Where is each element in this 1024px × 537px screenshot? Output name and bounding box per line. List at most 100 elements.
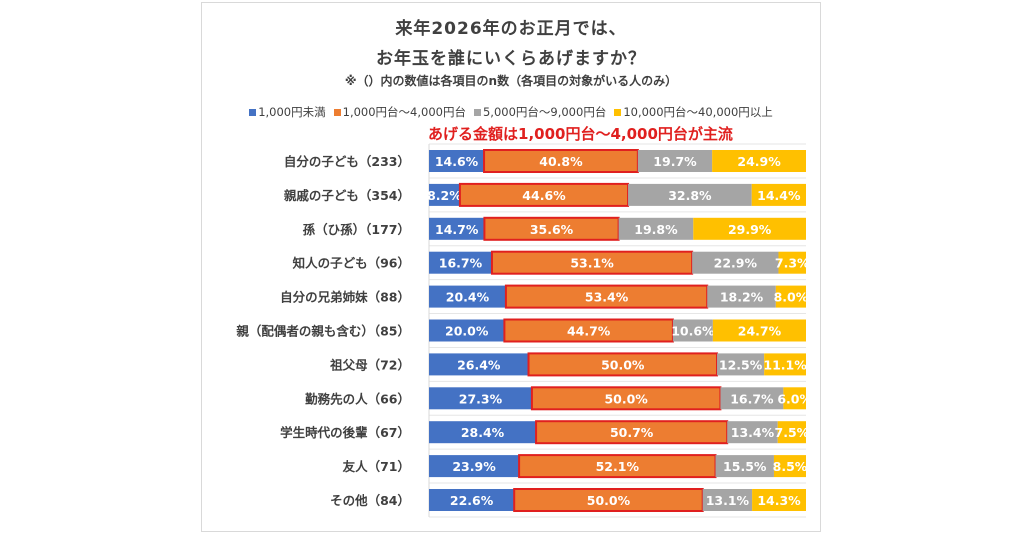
- bar-segment: [672, 319, 713, 342]
- bar-segment: [429, 455, 520, 478]
- data-label: 50.7%: [610, 425, 654, 440]
- data-label: 13.1%: [706, 493, 750, 508]
- category-label: その他（84）: [330, 493, 410, 508]
- data-label: 44.6%: [522, 188, 566, 203]
- bar-segment: [429, 387, 532, 410]
- bar-segment: [707, 285, 776, 308]
- data-label: 8.2%: [427, 188, 462, 203]
- bar-segment: [783, 387, 806, 410]
- legend-label: 1,000円未満: [258, 105, 326, 119]
- chart-title: 来年2026年のお正月では、: [395, 19, 627, 39]
- data-label: 24.7%: [738, 324, 782, 339]
- bar-segment: [717, 353, 765, 376]
- legend-item: 1,000円未満: [249, 104, 326, 120]
- legend: 1,000円未満 1,000円台～4,000円台 5,000円台～9,000円台 10…: [201, 104, 821, 120]
- chart-frame: [201, 2, 821, 532]
- data-label: 29.9%: [728, 222, 772, 237]
- chart-title-line2: お年玉を誰にいくらあげますか？: [376, 49, 646, 69]
- legend-item: 1,000円台～4,000円台: [333, 104, 466, 120]
- data-label: 19.8%: [634, 222, 678, 237]
- data-label: 14.3%: [757, 493, 801, 508]
- data-label: 27.3%: [459, 391, 503, 406]
- data-label: 8.0%: [774, 290, 809, 305]
- bar-segment: [720, 387, 784, 410]
- data-label: 44.7%: [567, 324, 611, 339]
- data-label: 6.0%: [777, 391, 812, 406]
- data-label: 15.5%: [723, 459, 767, 474]
- data-label: 7.3%: [775, 256, 810, 271]
- legend-swatch: [473, 108, 481, 116]
- data-label: 50.0%: [604, 391, 648, 406]
- bar-segment: [429, 183, 460, 206]
- bar-segment: [752, 489, 806, 511]
- data-label: 7.5%: [775, 425, 810, 440]
- bar-segment: [628, 183, 752, 206]
- chart-subtitle: ※（）内の数値は各項目のn数（各項目の対象がいる人のみ）: [344, 74, 678, 88]
- data-label: 12.5%: [719, 357, 763, 372]
- legend-label: 1,000円台～4,000円台: [342, 105, 466, 119]
- category-label: 勤務先の人（66）: [305, 391, 410, 406]
- category-label: 祖父母（72）: [329, 357, 410, 372]
- legend-item: 5,000円台～9,000円台: [473, 104, 607, 120]
- data-label: 22.9%: [714, 256, 758, 271]
- bar-segment: [751, 183, 806, 206]
- data-label: 52.1%: [596, 459, 640, 474]
- data-label: 22.6%: [450, 493, 494, 508]
- data-label: 32.8%: [668, 188, 712, 203]
- category-label: 学生時代の後輩（67）: [280, 425, 410, 440]
- bar-segment: [429, 489, 515, 511]
- legend-label: 10,000円台～40,000円以上: [623, 105, 773, 119]
- data-label: 20.4%: [446, 290, 490, 305]
- category-label: 自分の子ども（233）: [284, 154, 410, 169]
- data-label: 16.7%: [730, 391, 774, 406]
- category-label: 知人の子ども（96）: [292, 256, 410, 271]
- data-label: 10.6%: [671, 324, 715, 339]
- data-label: 13.4%: [731, 425, 775, 440]
- category-label: 友人（71）: [342, 459, 410, 474]
- legend-swatch: [614, 108, 622, 116]
- data-label: 28.4%: [461, 425, 505, 440]
- data-label: 19.7%: [653, 154, 697, 169]
- bar-segment: [693, 217, 806, 240]
- bar-segment: [429, 421, 537, 444]
- data-label: 14.6%: [435, 154, 479, 169]
- bar-segment: [773, 455, 806, 478]
- data-label: 53.4%: [585, 290, 629, 305]
- bar-segment: [429, 251, 492, 274]
- data-label: 20.0%: [445, 324, 489, 339]
- bar-segment: [764, 353, 806, 376]
- bar-segment: [775, 285, 806, 308]
- data-label: 24.9%: [737, 154, 781, 169]
- data-label: 14.7%: [435, 222, 479, 237]
- data-label: 40.8%: [539, 154, 583, 169]
- legend-label: 5,000円台～9,000円台: [482, 105, 607, 119]
- data-label: 35.6%: [530, 222, 574, 237]
- bar-segment: [715, 455, 774, 478]
- bar-segment: [429, 150, 485, 172]
- bar-segment: [429, 285, 506, 308]
- legend-item: 10,000円台～40,000円以上: [614, 104, 773, 120]
- legend-swatch: [249, 108, 257, 116]
- data-label: 23.9%: [452, 459, 496, 474]
- data-label: 14.4%: [757, 188, 801, 203]
- bar-segment: [429, 217, 485, 240]
- data-label: 50.0%: [601, 357, 645, 372]
- category-label: 自分の兄弟姉妹（88）: [280, 290, 410, 305]
- bar-segment: [618, 217, 694, 240]
- bar-segment: [429, 319, 505, 342]
- data-label: 50.0%: [587, 493, 631, 508]
- bar-segment: [692, 251, 779, 274]
- category-label: 親（配偶者の親も含む）（85）: [236, 324, 410, 339]
- bar-segment: [727, 421, 778, 444]
- bar-segment: [504, 284, 709, 309]
- data-label: 16.7%: [439, 256, 483, 271]
- legend-swatch: [333, 108, 341, 116]
- bar-segment: [778, 251, 806, 274]
- annotation: あげる金額は1,000円台～4,000円台が主流: [428, 125, 733, 143]
- data-label: 53.1%: [570, 256, 614, 271]
- data-label: 18.2%: [720, 290, 764, 305]
- bar-segment: [777, 421, 806, 444]
- bar-segment: [712, 319, 806, 342]
- bar-segment: [712, 150, 806, 172]
